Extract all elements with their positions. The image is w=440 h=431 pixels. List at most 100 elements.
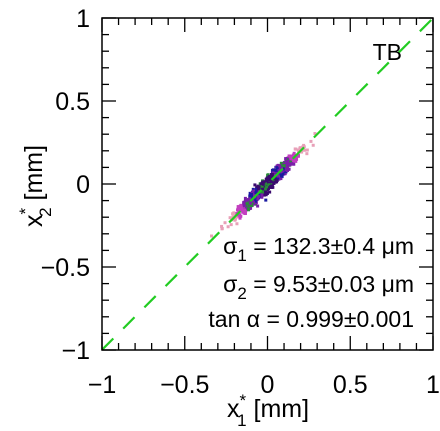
scatter-point [261, 187, 265, 191]
scatter-point [293, 158, 297, 162]
scatter-point [283, 169, 287, 173]
scatter-point [264, 182, 268, 186]
x-tick-labels: −1 −0.5 0 0.5 1 [88, 371, 440, 399]
fit-line-segment [101, 17, 434, 351]
scatter-point [298, 146, 302, 150]
scatter-point [261, 190, 265, 194]
panel-label: TB [373, 39, 402, 65]
scatter-point [289, 157, 293, 161]
scatter-point [279, 177, 283, 181]
fit-line [101, 17, 434, 351]
scatter-point [242, 202, 246, 206]
scatter-point [238, 216, 242, 220]
scatter-point [291, 160, 295, 164]
scatter-point [250, 192, 254, 196]
scatter-point [235, 222, 239, 226]
scatter-point [226, 225, 230, 229]
scatter-point [270, 183, 274, 187]
scatter-point [287, 167, 291, 171]
scatter-point [259, 182, 263, 186]
scatter-point [268, 190, 272, 194]
scatter-point [248, 201, 252, 205]
y-tick-labels: −1 −0.5 0 0.5 1 [41, 5, 90, 365]
y-tick-label: 0 [76, 171, 90, 199]
scatter-point [281, 167, 285, 171]
scatter-point [261, 182, 265, 186]
annotation-tan-alpha: tan α = 0.999±0.001 [208, 306, 414, 332]
scatter-point [256, 194, 260, 198]
scatter-point [264, 193, 268, 197]
scatter-point [243, 196, 247, 200]
x-axis-label-sup: * [239, 391, 246, 410]
scatter-point [305, 152, 309, 156]
scatter-point [267, 176, 271, 180]
scatter-point [238, 213, 242, 217]
y-tick-label: 0.5 [55, 88, 90, 116]
scatter-point [265, 185, 269, 189]
y-axis-label-sub: 2 [36, 207, 55, 216]
scatter-point [249, 206, 253, 210]
scatter-point [223, 221, 227, 225]
scatter-point [276, 169, 280, 173]
scatter-point [305, 148, 309, 152]
y-axis-label-sup: * [16, 208, 35, 215]
scatter-point [255, 185, 259, 189]
scatter-point [236, 205, 240, 209]
scatter-point [286, 159, 290, 163]
x-axis-ticks [101, 18, 434, 350]
x-axis-label: x* 1 [mm] [227, 391, 309, 430]
scatter-point [266, 176, 270, 180]
scatter-point [242, 211, 246, 215]
scatter-point [247, 208, 251, 212]
scatter-point [241, 210, 245, 214]
scatter-point [248, 194, 252, 198]
scatter-point [220, 224, 224, 228]
scatter-point [229, 223, 233, 227]
scatter-point [291, 158, 295, 162]
scatter-point [233, 218, 237, 222]
scatter-point [256, 197, 260, 201]
scatter-point [289, 160, 293, 164]
scatter-point [282, 164, 286, 168]
scatter-point [279, 164, 283, 168]
scatter-point [260, 195, 264, 199]
scatter-point [210, 234, 214, 238]
scatter-point [251, 199, 255, 203]
scatter-point [292, 162, 296, 166]
scatter-point [271, 185, 275, 189]
scatter-point [313, 132, 317, 136]
scatter-point [242, 204, 246, 208]
scatter-point [289, 155, 293, 159]
x-tick-label: −1 [88, 371, 117, 399]
scatter-point [269, 175, 273, 179]
scatter-point [260, 193, 264, 197]
x-tick-label: 0 [261, 371, 275, 399]
scatter-point [250, 194, 254, 198]
y-axis-label-unit: [mm] [20, 145, 48, 208]
scatter-point [249, 203, 253, 207]
scatter-point [242, 200, 246, 204]
y-axis-ticks [102, 17, 433, 351]
scatter-point [275, 180, 279, 184]
scatter-point [228, 216, 232, 220]
scatter-point [253, 199, 257, 203]
scatter-point [271, 170, 275, 174]
y-axis-label-main: x [20, 214, 48, 227]
annotation-sigma2: σ2 = 9.53±0.03 μm [223, 271, 414, 303]
y-tick-label: 1 [76, 5, 90, 33]
scatter-point [281, 172, 285, 176]
scatter-point [255, 188, 259, 192]
scatter-point [303, 148, 307, 152]
scatter-point [297, 153, 301, 157]
x-axis-label-main: x [227, 395, 240, 423]
scatter-point [290, 162, 294, 166]
scatter-point [276, 174, 280, 178]
y-tick-label: −1 [61, 337, 90, 365]
scatter-point [264, 198, 268, 202]
scatter-point [284, 157, 288, 161]
scatter-point [277, 167, 281, 171]
scatter-point [256, 204, 260, 208]
scatter-point [240, 206, 244, 210]
scatter-point [245, 202, 249, 206]
scatter-point [280, 166, 284, 170]
